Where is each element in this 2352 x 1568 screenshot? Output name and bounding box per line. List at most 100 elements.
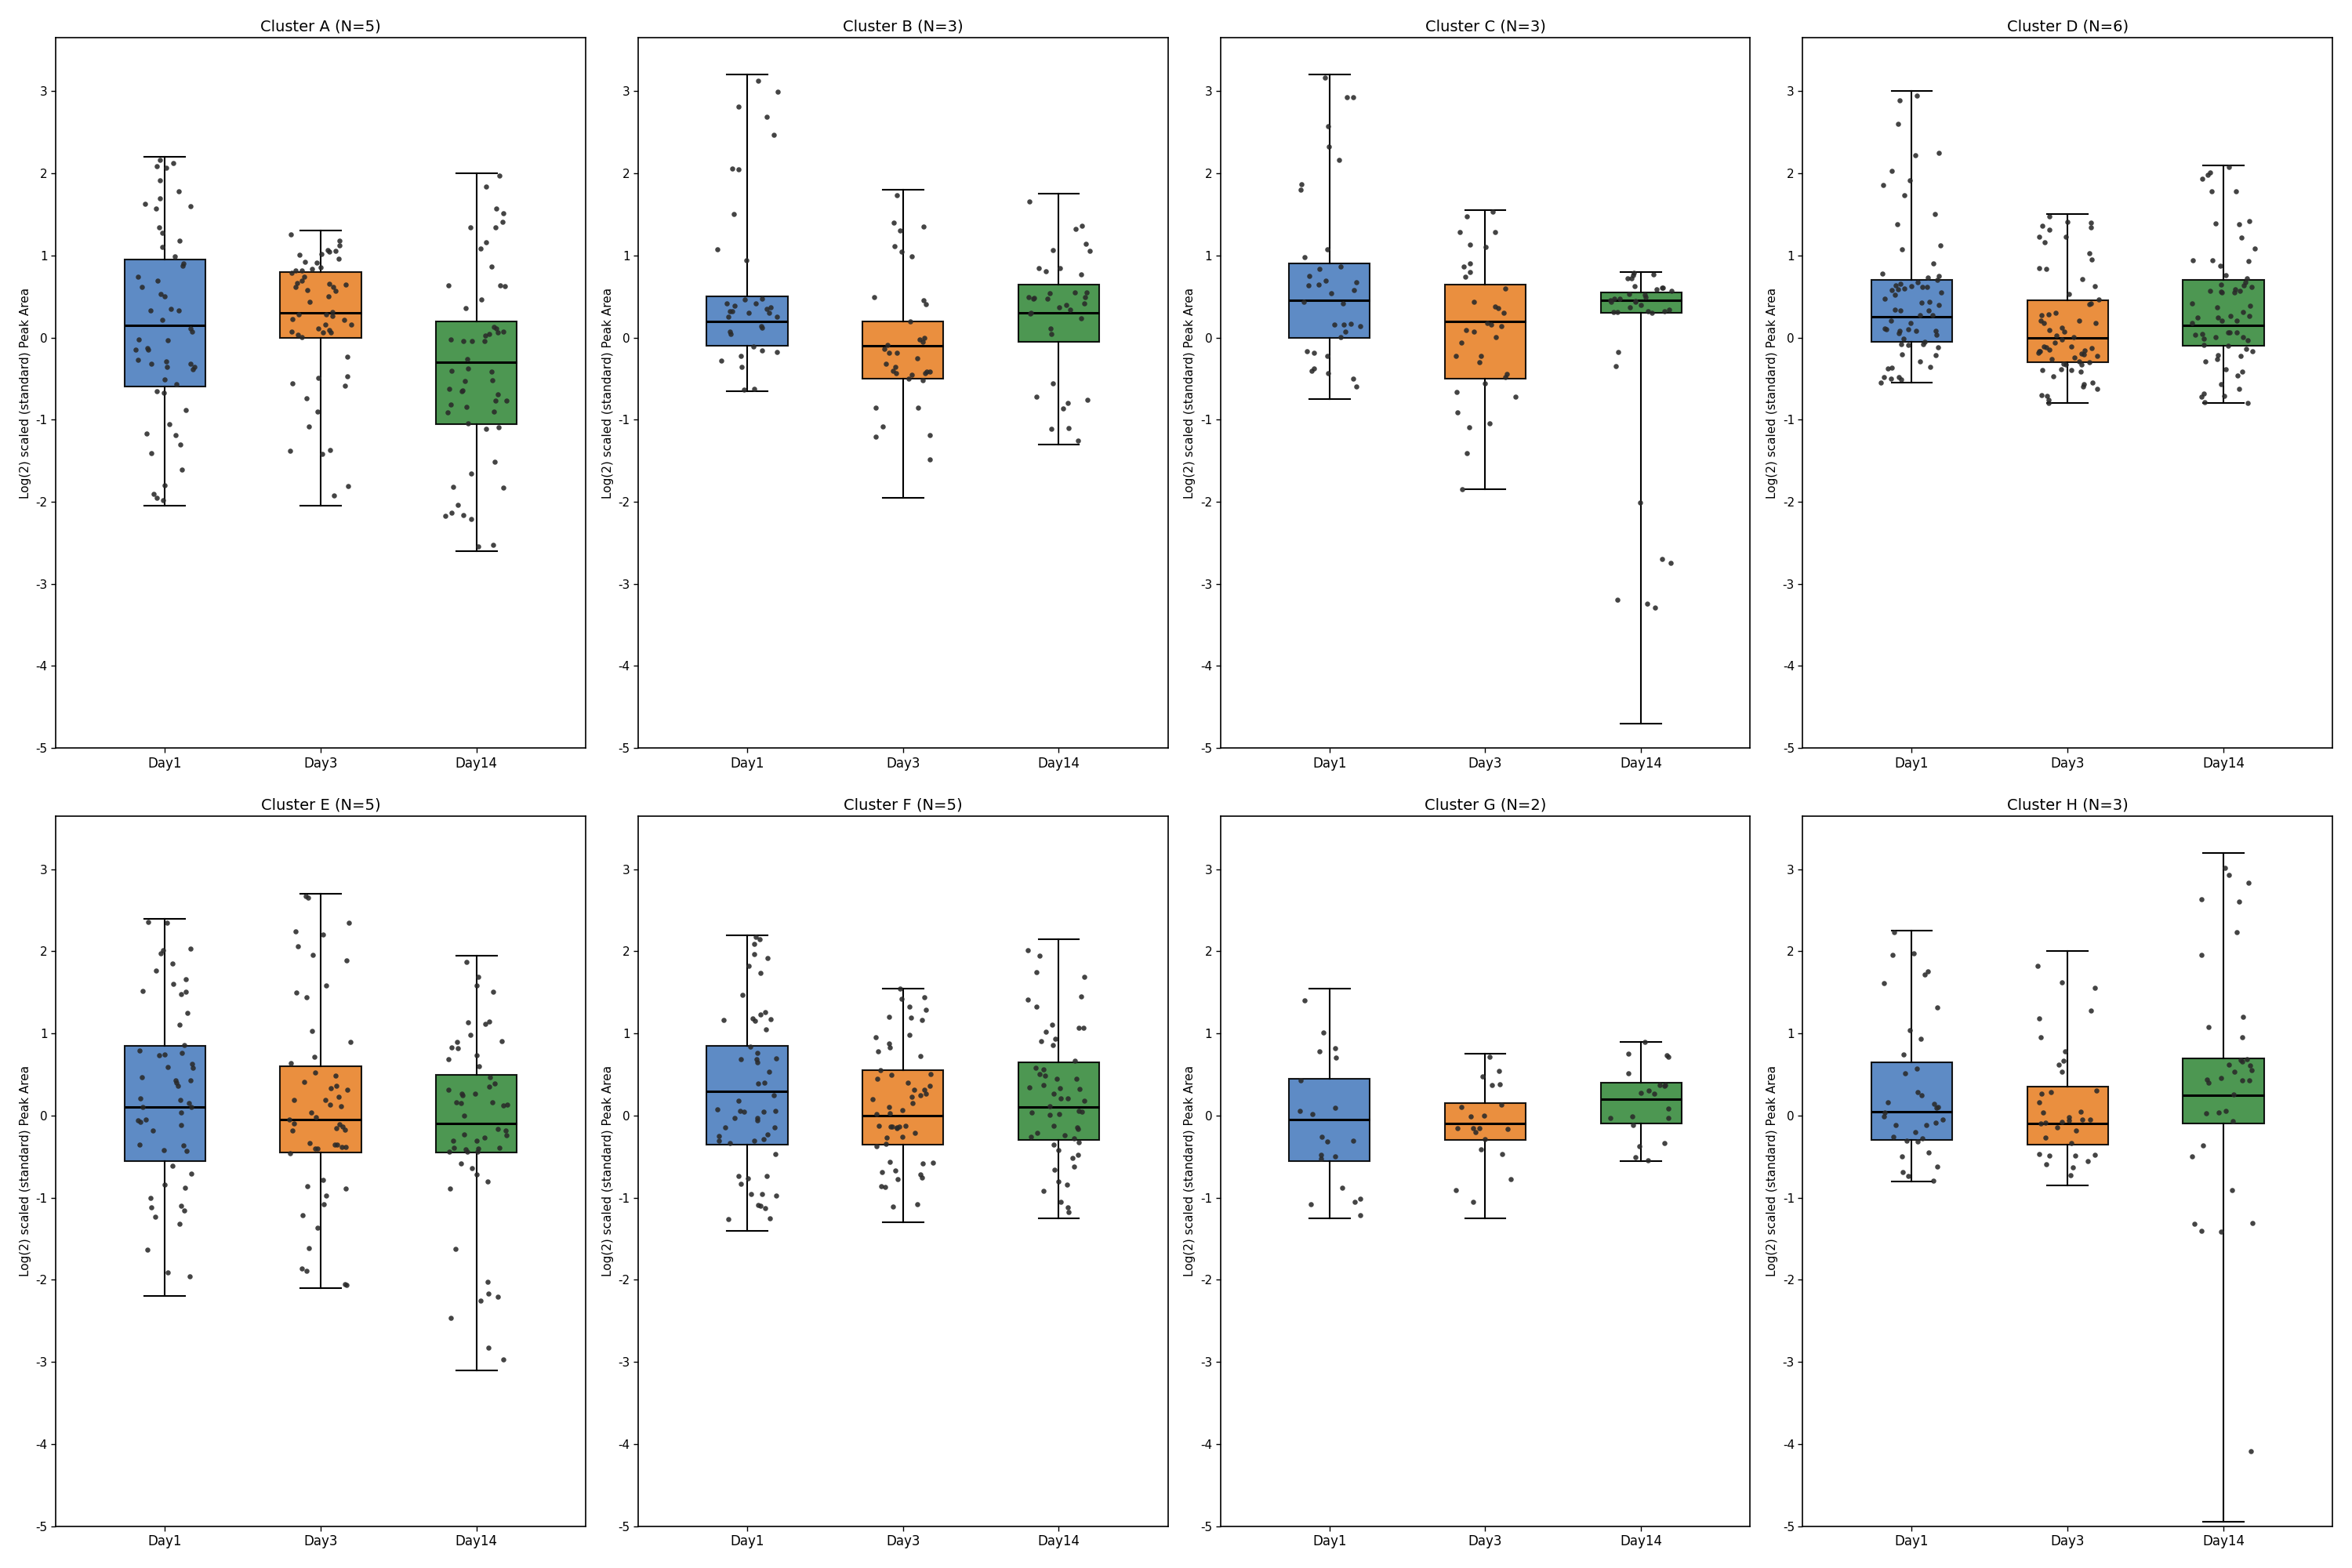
Point [172, 1068, 209, 1093]
Point [894, 362, 931, 387]
Point [1451, 414, 1489, 439]
Point [318, 279, 355, 304]
Point [2046, 1040, 2084, 1065]
Point [1025, 1178, 1063, 1203]
Point [1635, 262, 1672, 287]
Point [713, 299, 750, 325]
Point [167, 978, 205, 1004]
Point [325, 1115, 362, 1140]
Point [294, 256, 332, 281]
Point [703, 348, 741, 373]
Point [1611, 281, 1649, 306]
Point [1461, 1115, 1498, 1140]
Point [701, 1129, 739, 1154]
Point [1068, 232, 1105, 257]
Point [1463, 343, 1501, 368]
Point [435, 1129, 473, 1154]
Point [1496, 384, 1534, 409]
Point [748, 103, 786, 129]
Point [1644, 276, 1682, 301]
Point [2030, 387, 2067, 412]
Point [433, 328, 470, 353]
Point [2044, 1049, 2082, 1074]
Point [896, 1120, 934, 1145]
Point [461, 1054, 499, 1079]
Point [1301, 271, 1338, 296]
Point [146, 284, 183, 309]
Point [2225, 273, 2263, 298]
Point [449, 1010, 487, 1035]
Point [2020, 256, 2058, 281]
Point [158, 1068, 195, 1093]
Point [278, 919, 315, 944]
Point [1009, 986, 1047, 1011]
Point [303, 1168, 341, 1193]
Point [176, 354, 214, 379]
Point [2077, 975, 2114, 1000]
Point [2192, 179, 2230, 204]
Point [891, 1005, 929, 1030]
Point [882, 977, 920, 1002]
Point [877, 361, 915, 386]
Point [155, 243, 193, 268]
Point [2063, 267, 2100, 292]
Point [447, 950, 485, 975]
Point [1922, 279, 1959, 304]
Point [724, 1099, 762, 1124]
Point [748, 1163, 786, 1189]
Point [722, 1047, 760, 1073]
Point [1472, 1073, 1510, 1098]
Point [757, 1046, 795, 1071]
Point [1651, 298, 1689, 323]
Point [2030, 318, 2067, 343]
Point [475, 315, 513, 340]
Point [1919, 268, 1957, 293]
Point [2044, 1109, 2082, 1134]
Point [727, 287, 764, 312]
Point [160, 1212, 198, 1237]
Point [889, 367, 927, 392]
Point [1489, 361, 1526, 386]
Point [1884, 1160, 1922, 1185]
Point [1865, 317, 1903, 342]
Point [287, 386, 325, 411]
Point [2199, 1101, 2237, 1126]
Point [2227, 336, 2265, 361]
Point [746, 1126, 783, 1151]
Point [2030, 390, 2067, 416]
Point [1917, 318, 1955, 343]
Point [1882, 298, 1919, 323]
Point [2230, 249, 2267, 274]
Point [1063, 213, 1101, 238]
Point [1609, 267, 1646, 292]
Point [908, 359, 946, 384]
Point [1915, 251, 1952, 276]
Point [160, 1011, 198, 1036]
Point [1646, 1131, 1684, 1156]
Point [2220, 278, 2258, 303]
Point [1442, 1094, 1479, 1120]
Point [1877, 296, 1915, 321]
Point [1646, 1073, 1684, 1098]
Point [2218, 320, 2256, 345]
Point [473, 254, 510, 279]
Point [2204, 279, 2241, 304]
Point [1896, 143, 1933, 168]
Point [2077, 273, 2114, 298]
Point [898, 395, 936, 420]
Point [1461, 350, 1498, 375]
Point [1628, 591, 1665, 616]
Point [1886, 1062, 1924, 1087]
Point [699, 1096, 736, 1121]
Point [1056, 216, 1094, 241]
Point [2223, 1047, 2260, 1073]
Point [2074, 370, 2112, 395]
Point [459, 1135, 496, 1160]
Point [1903, 274, 1940, 299]
Point [452, 461, 489, 486]
Point [2030, 337, 2067, 362]
Point [1317, 1143, 1355, 1168]
Point [1454, 1189, 1491, 1214]
Point [299, 1215, 336, 1240]
Point [1291, 1192, 1329, 1217]
